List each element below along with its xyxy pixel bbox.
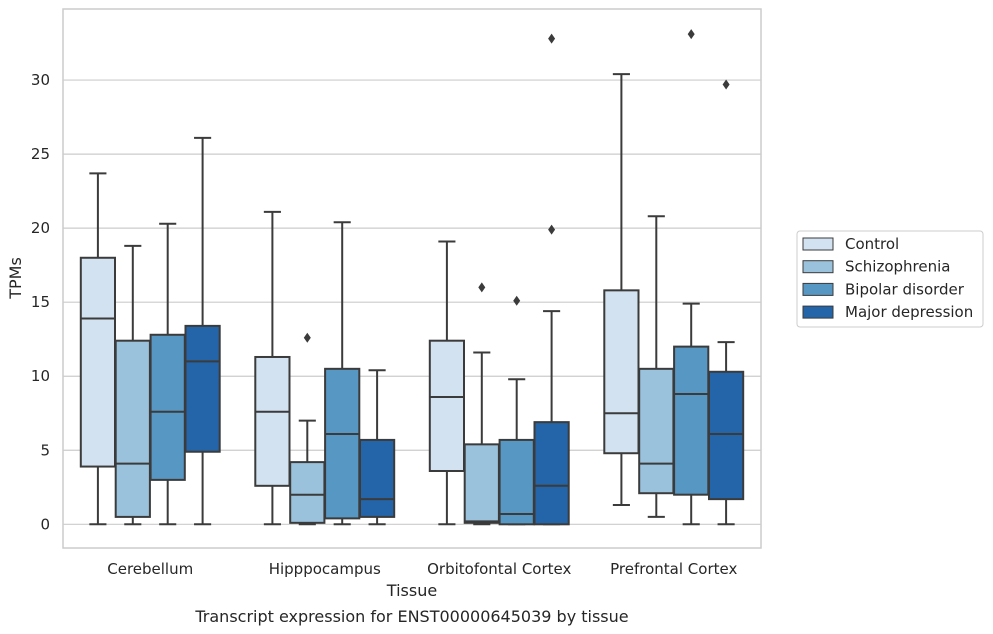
y-tick-label: 5 <box>40 441 50 459</box>
y-tick-label: 0 <box>40 515 50 533</box>
box-0-1 <box>114 244 151 526</box>
outlier-point <box>722 79 730 90</box>
box-0-2 <box>149 222 186 526</box>
y-tick-label: 20 <box>31 219 50 237</box>
box <box>324 367 361 520</box>
plot-boxes <box>79 29 745 526</box>
y-tick-label: 25 <box>31 145 50 163</box>
outlier-point <box>548 224 556 235</box>
legend-swatch <box>802 260 834 274</box>
box-2-3 <box>533 33 570 526</box>
box-3-2 <box>673 29 710 526</box>
box-3-0 <box>603 73 640 507</box>
outlier-point <box>513 295 521 306</box>
box <box>707 370 745 501</box>
box-1-0 <box>254 210 291 526</box>
box-2-1 <box>463 282 500 526</box>
box <box>638 367 675 495</box>
outlier-point <box>548 33 556 44</box>
legend-swatch <box>802 282 834 296</box>
y-tick-label: 15 <box>31 293 50 311</box>
x-axis-title: Tissue <box>386 581 437 600</box>
box <box>673 345 710 496</box>
legend-frame <box>796 230 984 328</box>
box-1-3 <box>358 369 396 526</box>
box-3-3 <box>707 79 745 526</box>
box <box>114 339 151 518</box>
box <box>603 289 640 455</box>
y-tick-label: 10 <box>31 367 50 385</box>
box-1-2 <box>324 221 361 526</box>
x-tick-label: Prefrontal Cortex <box>610 560 737 578</box>
legend-label: Schizophrenia <box>845 258 950 276</box>
legend-swatch <box>802 305 834 319</box>
legend-swatch <box>802 237 834 251</box>
legend-label: Control <box>845 235 899 253</box>
box-1-1 <box>289 332 326 526</box>
box-2-0 <box>428 240 466 526</box>
box <box>533 421 570 526</box>
y-tick-labels: 0 5 10 15 20 25 30 <box>31 71 50 533</box>
box <box>428 339 466 473</box>
box-0-3 <box>184 136 221 526</box>
plot-frame <box>62 8 762 549</box>
x-tick-label: Hipppocampus <box>269 560 381 578</box>
y-tick-label: 30 <box>31 71 50 89</box>
legend-label: Bipolar disorder <box>845 280 965 298</box>
box <box>289 461 326 524</box>
box <box>463 443 500 524</box>
box-0-0 <box>79 172 117 526</box>
outlier-point <box>303 332 311 343</box>
box <box>358 438 396 518</box>
y-axis-title: TPMs <box>6 257 25 300</box>
box <box>498 438 535 526</box>
x-tick-label: Cerebellum <box>107 560 193 578</box>
box <box>79 256 117 468</box>
outlier-point <box>687 29 695 40</box>
box-3-1 <box>638 215 675 518</box>
legend-label: Major depression <box>845 303 973 321</box>
box-2-2 <box>498 295 535 526</box>
chart-caption: Transcript expression for ENST0000064503… <box>194 607 628 626</box>
box <box>149 333 186 481</box>
box <box>254 355 291 487</box>
x-tick-label: Orbitofontal Cortex <box>427 560 571 578</box>
outlier-point <box>478 282 486 293</box>
box <box>184 324 221 453</box>
legend: Control Schizophrenia Bipolar disorder Majo… <box>796 230 984 328</box>
x-tick-labels: Cerebellum Hipppocampus Orbitofontal Corte… <box>107 560 737 578</box>
